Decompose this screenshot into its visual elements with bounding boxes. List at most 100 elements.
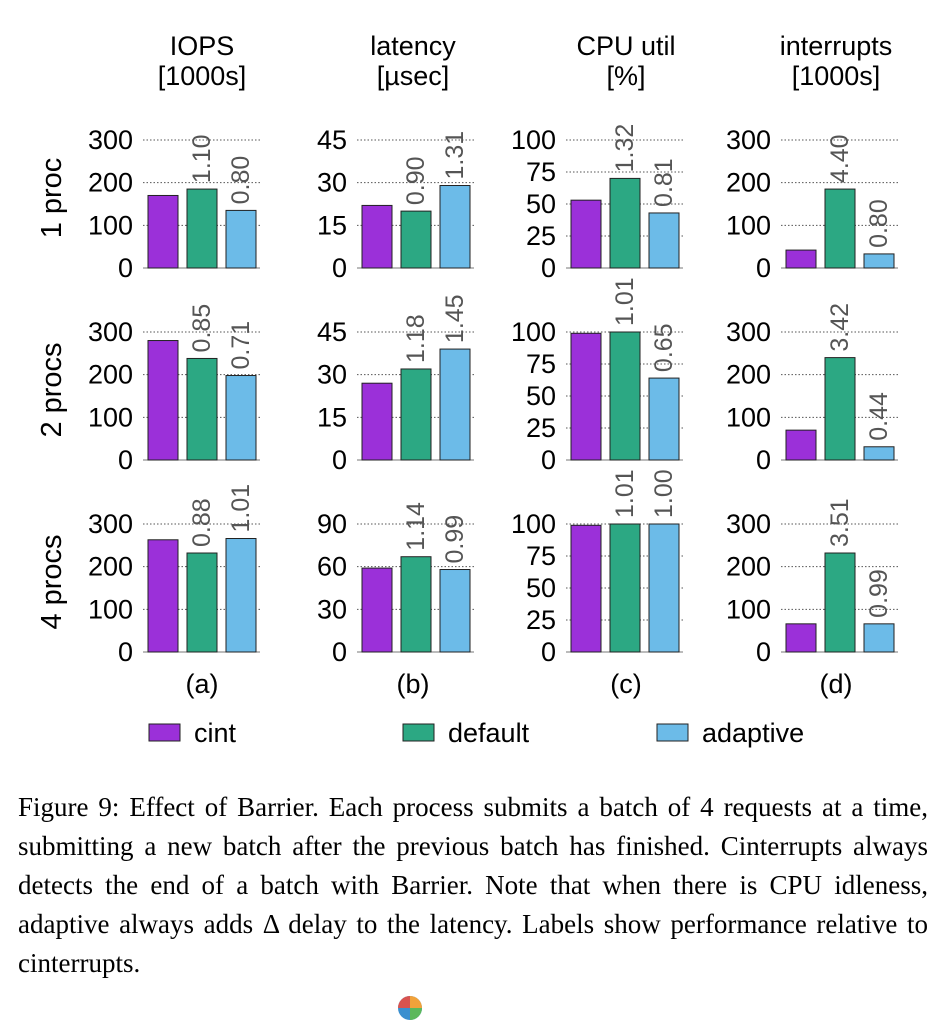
bar-value-label: 0.99: [865, 569, 893, 618]
y-tick-label: 300: [726, 317, 771, 347]
y-tick-label: 0: [541, 253, 556, 283]
y-tick-label: 100: [88, 402, 133, 432]
y-tick-label: 60: [317, 552, 347, 582]
bar-adaptive: [439, 348, 471, 461]
legend-swatch-cint: [148, 723, 181, 742]
bar-cint: [570, 199, 602, 269]
bar-default: [186, 357, 218, 461]
bar-default: [609, 331, 641, 461]
y-tick-label: 15: [317, 210, 347, 240]
y-tick-label: 300: [726, 125, 771, 155]
y-tick-label: 300: [726, 509, 771, 539]
bar-adaptive: [863, 253, 895, 269]
y-tick-label: 200: [88, 168, 133, 198]
y-tick-label: 90: [317, 509, 347, 539]
bar-value-label: 0.99: [441, 515, 469, 564]
bar-cint: [361, 567, 393, 653]
bar-cint: [785, 623, 817, 653]
bar-value-label: 1.10: [188, 134, 216, 183]
y-tick-label: 0: [756, 637, 771, 667]
column-title-interrupts: interrupts: [780, 31, 893, 61]
y-tick-label: 0: [332, 445, 347, 475]
bar-chart-grid: IOPS[1000s]latency[µsec]CPU util[%]inter…: [36, 31, 898, 748]
bar-value-label: 0.80: [865, 199, 893, 248]
bar-adaptive: [648, 212, 680, 269]
y-tick-label: 75: [526, 541, 556, 571]
bar-cint: [785, 429, 817, 461]
bar-cint: [147, 539, 179, 653]
bar-value-label: 0.71: [227, 321, 255, 370]
y-tick-label: 50: [526, 381, 556, 411]
y-tick-label: 100: [726, 594, 771, 624]
bar-adaptive: [225, 538, 257, 653]
panel-label: (d): [820, 669, 853, 699]
y-tick-label: 0: [118, 445, 133, 475]
column-title-cpu: CPU util: [576, 31, 675, 61]
bar-value-label: 0.44: [865, 392, 893, 441]
y-tick-label: 75: [526, 157, 556, 187]
bar-value-label: 0.65: [650, 323, 678, 372]
y-tick-label: 200: [726, 552, 771, 582]
y-tick-label: 25: [526, 221, 556, 251]
legend-label-cint: cint: [194, 718, 237, 748]
bar-value-label: 1.32: [611, 124, 639, 173]
bar-value-label: 0.85: [188, 304, 216, 353]
bar-value-label: 0.81: [650, 158, 678, 207]
bar-value-label: 0.90: [402, 156, 430, 205]
column-title-iops: IOPS: [170, 31, 235, 61]
panel-label: (b): [397, 669, 430, 699]
bar-adaptive: [439, 569, 471, 653]
column-title-cpu: [%]: [606, 61, 645, 91]
bar-cint: [147, 194, 179, 269]
bar-value-label: 1.01: [227, 484, 255, 533]
bar-cint: [570, 524, 602, 653]
bar-value-label: 1.31: [441, 131, 469, 180]
y-tick-label: 200: [88, 360, 133, 390]
y-tick-label: 50: [526, 573, 556, 603]
y-tick-label: 30: [317, 168, 347, 198]
row-label: 1 proc: [36, 158, 68, 239]
legend-swatch-adaptive: [656, 723, 689, 742]
y-tick-label: 30: [317, 594, 347, 624]
column-title-interrupts: [1000s]: [792, 61, 881, 91]
y-tick-label: 200: [726, 168, 771, 198]
bar-default: [400, 210, 432, 269]
bar-adaptive: [648, 523, 680, 653]
column-title-iops: [1000s]: [158, 61, 247, 91]
bar-adaptive: [863, 623, 895, 653]
y-tick-label: 0: [118, 637, 133, 667]
y-tick-label: 75: [526, 349, 556, 379]
y-tick-label: 30: [317, 360, 347, 390]
legend-label-default: default: [448, 718, 530, 748]
y-tick-label: 0: [541, 637, 556, 667]
bar-default: [400, 368, 432, 461]
y-tick-label: 300: [88, 125, 133, 155]
bar-default: [400, 556, 432, 653]
y-tick-label: 100: [88, 210, 133, 240]
bar-default: [824, 188, 856, 269]
y-tick-label: 0: [332, 253, 347, 283]
bar-value-label: 0.80: [227, 156, 255, 205]
bar-default: [609, 177, 641, 269]
legend-label-adaptive: adaptive: [702, 718, 804, 748]
panel-label: (c): [610, 669, 641, 699]
bar-value-label: 1.14: [402, 502, 430, 551]
y-tick-label: 15: [317, 402, 347, 432]
bar-cint: [361, 382, 393, 461]
bar-adaptive: [225, 209, 257, 269]
y-tick-label: 45: [317, 317, 347, 347]
bar-default: [186, 552, 218, 653]
bar-value-label: 0.88: [188, 498, 216, 547]
y-tick-label: 100: [511, 317, 556, 347]
bar-value-label: 1.45: [441, 294, 469, 343]
y-tick-label: 45: [317, 125, 347, 155]
y-tick-label: 300: [88, 509, 133, 539]
panel-label: (a): [186, 669, 219, 699]
bar-value-label: 1.01: [611, 469, 639, 518]
bar-default: [186, 188, 218, 269]
bar-value-label: 1.00: [650, 469, 678, 518]
y-tick-label: 25: [526, 605, 556, 635]
y-tick-label: 0: [118, 253, 133, 283]
bar-cint: [570, 332, 602, 461]
y-tick-label: 100: [511, 509, 556, 539]
